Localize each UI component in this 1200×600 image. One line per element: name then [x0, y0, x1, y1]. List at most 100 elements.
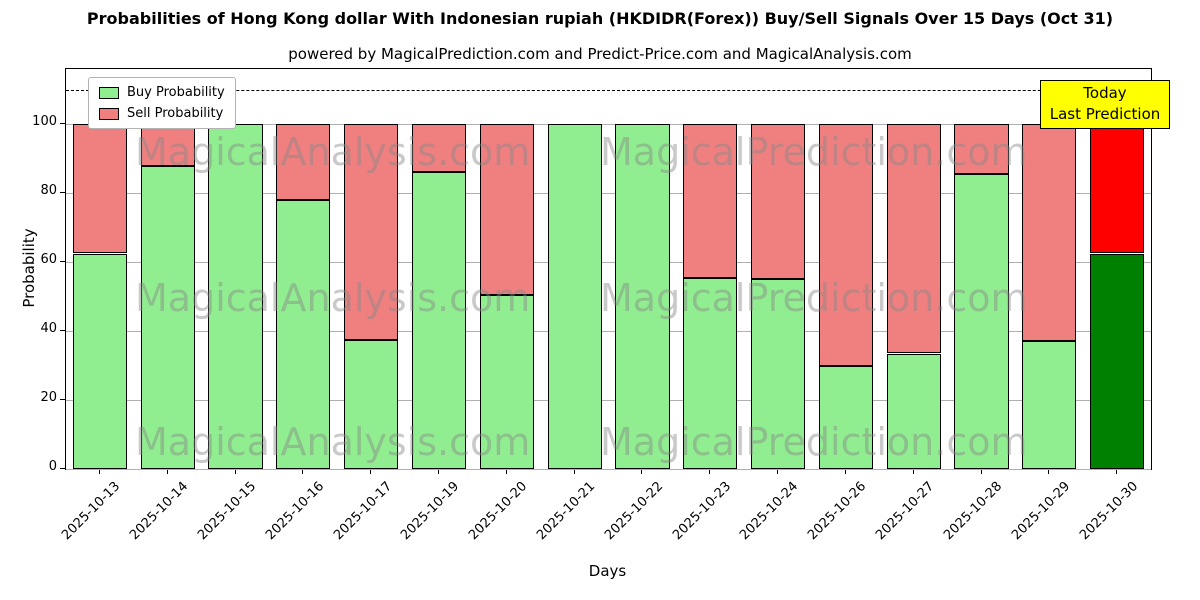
- watermark-text: MagicalAnalysis.com: [135, 276, 531, 320]
- watermark-text: MagicalAnalysis.com: [135, 420, 531, 464]
- legend-label-sell: Sell Probability: [127, 106, 224, 121]
- gridline: [66, 469, 1151, 470]
- x-tick-label: 2025-10-29: [1008, 479, 1073, 544]
- y-tick-mark: [60, 123, 65, 125]
- x-tick-label: 2025-10-28: [941, 479, 1006, 544]
- x-tick-mark: [1116, 469, 1118, 474]
- x-tick-label: 2025-10-22: [601, 479, 666, 544]
- watermark-text: MagicalPrediction.com: [600, 130, 1028, 174]
- legend-label-buy: Buy Probability: [127, 85, 225, 100]
- x-tick-label: 2025-10-26: [805, 479, 870, 544]
- x-tick-mark: [641, 469, 643, 474]
- x-tick-mark: [573, 469, 575, 474]
- watermark-text: MagicalPrediction.com: [600, 420, 1028, 464]
- x-tick-label: 2025-10-24: [737, 479, 802, 544]
- sell-bar-segment: [1022, 124, 1077, 342]
- y-tick-mark: [60, 468, 65, 469]
- x-axis-label: Days: [588, 562, 627, 580]
- sell-bar-segment: [818, 124, 873, 366]
- y-tick-mark: [60, 261, 65, 263]
- buy-bar-segment: [208, 124, 263, 469]
- x-tick-mark: [777, 469, 778, 474]
- x-tick-label: 2025-10-19: [398, 479, 463, 544]
- buy-bar-segment: [276, 200, 331, 469]
- x-tick-mark: [505, 469, 507, 474]
- x-tick-mark: [844, 469, 846, 474]
- legend: Buy Probability Sell Probability: [88, 77, 236, 129]
- sell-bar-segment: [886, 124, 941, 354]
- sell-bar-segment: [140, 124, 195, 166]
- legend-item-buy: Buy Probability: [99, 85, 225, 100]
- buy-bar-segment: [547, 124, 602, 469]
- gridline: [66, 262, 1151, 264]
- chart-title: Probabilities of Hong Kong dollar With I…: [86, 9, 1114, 28]
- gridline: [66, 400, 1151, 401]
- watermark-text: MagicalPrediction.com: [600, 276, 1028, 320]
- buy-bar-segment: [818, 365, 873, 469]
- buy-bar-segment: [886, 353, 941, 469]
- buy-bar-segment: [411, 172, 467, 469]
- x-tick-label: 2025-10-16: [262, 479, 327, 544]
- x-tick-mark: [98, 469, 100, 474]
- watermark-text: MagicalAnalysis.com: [135, 130, 531, 174]
- x-tick-label: 2025-10-30: [1076, 479, 1141, 544]
- sell-bar-segment: [411, 124, 467, 173]
- sell-bar-segment: [344, 124, 399, 340]
- buy-bar-segment: [479, 294, 534, 469]
- legend-item-sell: Sell Probability: [99, 106, 225, 121]
- x-tick-label: 2025-10-20: [466, 479, 531, 544]
- buy-bar-segment: [344, 339, 399, 469]
- x-tick-mark: [980, 469, 982, 474]
- sell-bar-segment: [954, 124, 1009, 175]
- gridline: [66, 124, 1151, 126]
- sell-bar-segment: [750, 124, 806, 280]
- x-tick-label: 2025-10-15: [195, 479, 260, 544]
- sell-bar-segment: [72, 124, 128, 254]
- dashed-reference-line: [66, 89, 1151, 91]
- sell-color-swatch: [99, 107, 119, 120]
- today-annotation: Today Last Prediction: [1040, 80, 1170, 129]
- x-tick-mark: [370, 469, 372, 474]
- x-tick-label: 2025-10-13: [59, 479, 124, 544]
- y-tick-label: 40: [40, 321, 57, 337]
- buy-bar-segment: [954, 174, 1009, 469]
- sell-bar-segment: [479, 124, 534, 295]
- buy-color-swatch: [99, 86, 119, 99]
- y-tick-label: 80: [40, 183, 57, 199]
- sell-bar-segment: [276, 124, 331, 201]
- buy-bar-segment: [140, 165, 195, 469]
- y-tick-label: 0: [48, 459, 57, 474]
- plot-area: [65, 68, 1152, 470]
- x-tick-label: 2025-10-17: [330, 479, 395, 544]
- x-tick-label: 2025-10-21: [534, 479, 599, 544]
- y-tick-mark: [60, 192, 65, 194]
- y-axis-label: Probability: [20, 228, 38, 308]
- sell-bar-segment: [683, 124, 738, 278]
- gridline: [66, 331, 1151, 333]
- annotation-line1: Today: [1083, 84, 1127, 102]
- chart-subtitle: powered by MagicalPrediction.com and Pre…: [288, 45, 912, 63]
- y-tick-mark: [60, 399, 65, 400]
- x-tick-mark: [166, 469, 168, 474]
- x-tick-mark: [912, 469, 914, 474]
- sell-bar-segment: [1090, 124, 1145, 254]
- buy-bar-segment: [1022, 341, 1077, 469]
- buy-bar-segment: [1090, 253, 1145, 469]
- y-tick-label: 60: [40, 252, 57, 268]
- x-tick-mark: [302, 469, 304, 474]
- x-tick-mark: [438, 469, 439, 474]
- buy-bar-segment: [615, 124, 670, 469]
- x-tick-mark: [709, 469, 711, 474]
- x-tick-label: 2025-10-23: [669, 479, 734, 544]
- x-tick-mark: [234, 469, 236, 474]
- buy-bar-segment: [72, 253, 128, 469]
- buy-bar-segment: [750, 279, 806, 469]
- y-tick-mark: [60, 330, 65, 332]
- x-tick-mark: [1048, 469, 1050, 474]
- x-tick-label: 2025-10-27: [873, 479, 938, 544]
- y-tick-label: 100: [32, 114, 57, 130]
- y-tick-label: 20: [40, 390, 57, 405]
- x-tick-label: 2025-10-14: [127, 479, 192, 544]
- annotation-line2: Last Prediction: [1049, 105, 1161, 123]
